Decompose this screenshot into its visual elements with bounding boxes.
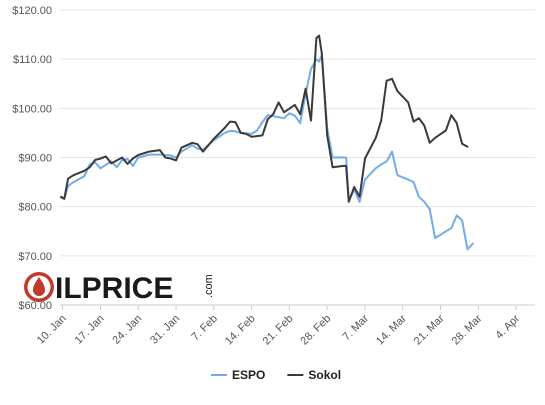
x-axis: 10. Jan 17. Jan 24. Jan 31. Jan 7. Feb 14. Fe… bbox=[35, 305, 522, 348]
x-tick-label: 24. Jan bbox=[110, 313, 144, 347]
x-tick-label: 21. Mar bbox=[412, 312, 447, 347]
legend-label: ESPO bbox=[232, 368, 265, 382]
watermark-suffix: .com bbox=[203, 274, 215, 298]
legend-item-sokol[interactable]: Sokol bbox=[287, 368, 341, 382]
x-tick-label: 28. Mar bbox=[450, 312, 485, 347]
legend-label: Sokol bbox=[308, 368, 341, 382]
x-tick-label: 10. Jan bbox=[35, 313, 69, 347]
y-tick-label: $100.00 bbox=[12, 103, 52, 115]
grid-lines bbox=[60, 9, 535, 306]
series-line-sokol bbox=[60, 34, 469, 203]
watermark-text: ILPRICE bbox=[55, 272, 173, 305]
y-tick-label: $80.00 bbox=[18, 202, 52, 214]
series-line-espo bbox=[60, 54, 474, 251]
y-tick-label: $110.00 bbox=[13, 54, 52, 66]
oil-drop-icon bbox=[24, 272, 54, 302]
x-tick-label: 31. Jan bbox=[148, 313, 182, 347]
y-tick-label: $120.00 bbox=[12, 5, 52, 17]
legend[interactable]: ESPO Sokol bbox=[211, 368, 341, 382]
y-tick-label: $60.00 bbox=[18, 300, 52, 312]
series-lines bbox=[60, 34, 474, 251]
x-tick-label: 21. Feb bbox=[261, 313, 296, 348]
y-tick-label: $90.00 bbox=[18, 153, 52, 165]
legend-item-espo[interactable]: ESPO bbox=[211, 368, 265, 382]
y-axis: $60.00 $70.00 $80.00 $90.00 $100.00 $110.00 $1… bbox=[12, 5, 52, 312]
x-tick-label: 4. Apr bbox=[493, 312, 522, 341]
x-tick-label: 14. Mar bbox=[374, 312, 409, 347]
x-tick-label: 14. Feb bbox=[223, 313, 258, 348]
oilprice-watermark: ILPRICE .com bbox=[24, 272, 215, 305]
x-tick-label: 7. Feb bbox=[189, 313, 220, 344]
y-tick-label: $70.00 bbox=[18, 251, 52, 263]
x-tick-label: 28. Feb bbox=[298, 313, 333, 348]
x-tick-label: 17. Jan bbox=[73, 313, 107, 347]
x-tick-label: 7. Mar bbox=[341, 312, 372, 343]
